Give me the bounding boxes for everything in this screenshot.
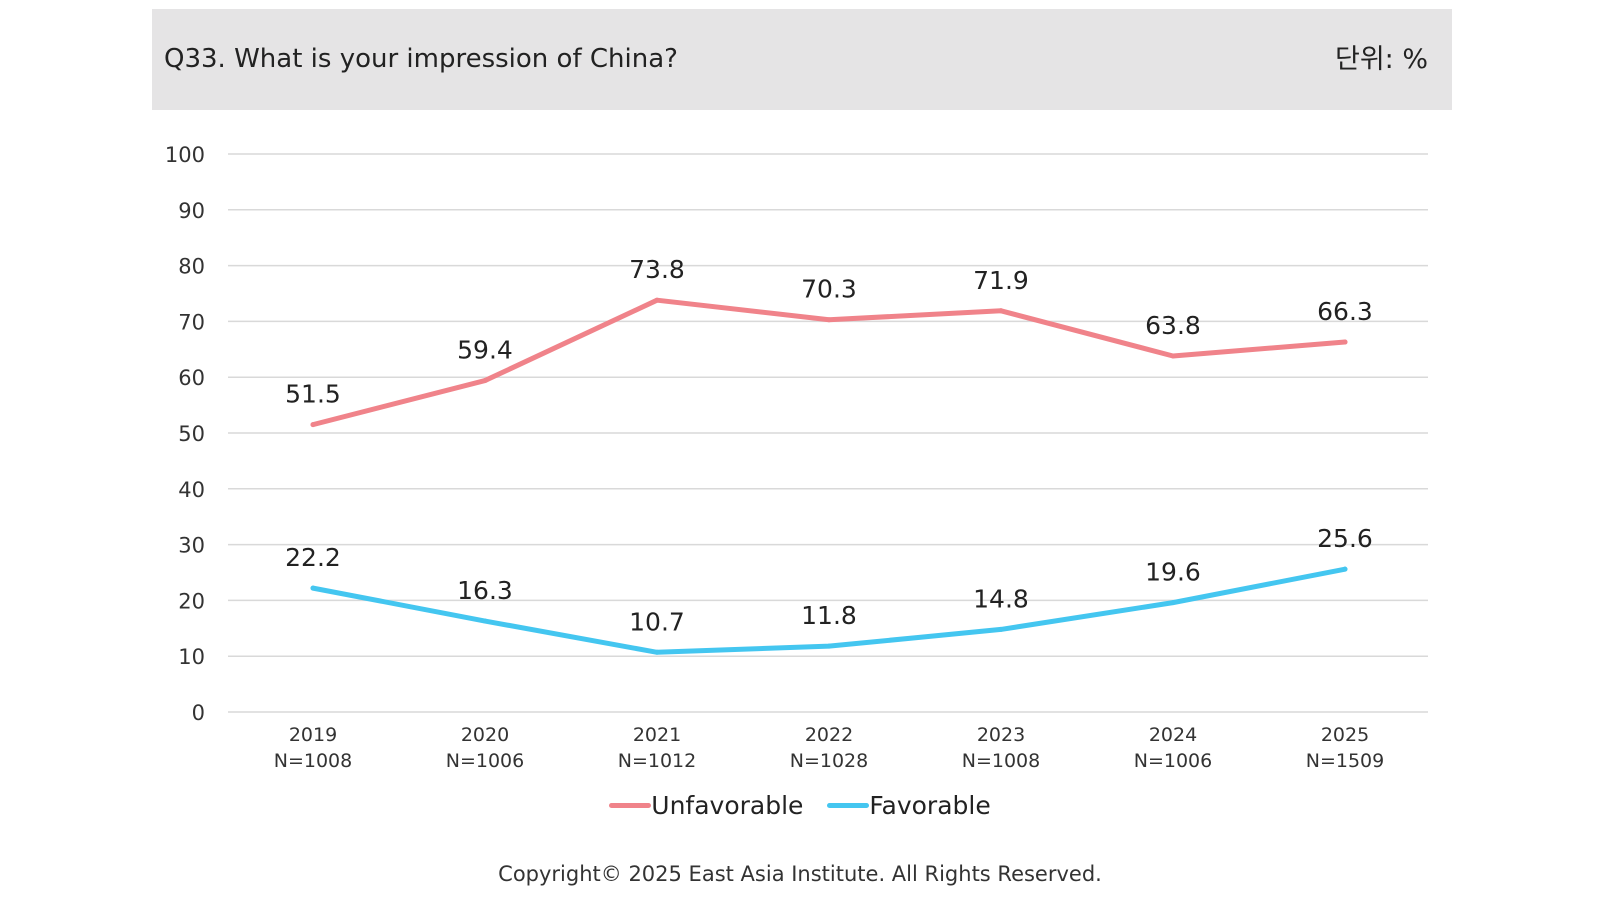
- data-label-favorable: 22.2: [285, 543, 341, 572]
- y-tick-label: 100: [165, 143, 205, 167]
- y-tick-label: 60: [178, 366, 205, 390]
- legend-label-unfavorable: Unfavorable: [651, 790, 804, 820]
- data-label-favorable: 10.7: [629, 607, 685, 636]
- x-tick-label: 2022: [805, 724, 853, 746]
- data-label-unfavorable: 51.5: [285, 380, 341, 409]
- x-tick-sample-size: N=1006: [1134, 750, 1213, 772]
- x-tick-label: 2024: [1149, 724, 1197, 746]
- legend-swatch-favorable: [827, 802, 870, 808]
- data-point-unfavorable: [826, 317, 832, 323]
- y-tick-label: 50: [178, 422, 205, 446]
- data-point-unfavorable: [310, 422, 316, 428]
- x-tick-sample-size: N=1012: [618, 750, 697, 772]
- data-label-unfavorable: 71.9: [973, 266, 1029, 295]
- legend-label-favorable: Favorable: [869, 790, 991, 820]
- x-tick-label: 2020: [461, 724, 509, 746]
- data-point-unfavorable: [654, 297, 660, 303]
- data-point-favorable: [1342, 566, 1348, 572]
- data-label-favorable: 11.8: [801, 601, 857, 630]
- data-label-unfavorable: 70.3: [801, 275, 857, 304]
- data-point-favorable: [998, 626, 1004, 632]
- x-tick-label: 2021: [633, 724, 681, 746]
- x-tick-label: 2019: [289, 724, 337, 746]
- x-tick-sample-size: N=1509: [1306, 750, 1385, 772]
- data-point-favorable: [826, 643, 832, 649]
- line-chart: 0 10 20 30 40 50 60 70 80 90 100 2019 N=1008 2020 N=10…: [165, 143, 1428, 772]
- y-tick-label: 10: [178, 645, 205, 669]
- x-tick-label: 2025: [1321, 724, 1369, 746]
- data-label-favorable: 16.3: [457, 576, 513, 605]
- chart-title: Q33. What is your impression of China?: [164, 44, 678, 74]
- data-point-unfavorable: [482, 378, 488, 384]
- data-label-unfavorable: 66.3: [1317, 297, 1373, 326]
- data-point-unfavorable: [998, 308, 1004, 314]
- y-tick-label: 30: [178, 534, 205, 558]
- y-tick-label: 40: [178, 478, 205, 502]
- y-tick-label: 70: [178, 310, 205, 334]
- y-tick-label: 80: [178, 255, 205, 279]
- data-point-unfavorable: [1170, 353, 1176, 359]
- legend-swatch-unfavorable: [609, 802, 652, 808]
- data-point-unfavorable: [1342, 339, 1348, 345]
- data-label-unfavorable: 73.8: [629, 255, 685, 284]
- y-tick-label: 20: [178, 589, 205, 613]
- y-tick-label: 0: [192, 701, 205, 725]
- data-label-favorable: 19.6: [1145, 558, 1201, 587]
- data-label-unfavorable: 59.4: [457, 336, 513, 365]
- x-tick-label: 2023: [977, 724, 1025, 746]
- copyright-footer: Copyright© 2025 East Asia Institute. All…: [498, 862, 1102, 886]
- data-point-favorable: [482, 618, 488, 624]
- data-point-favorable: [1170, 600, 1176, 606]
- y-tick-label: 90: [178, 199, 205, 223]
- chart-header: Q33. What is your impression of China? 단…: [152, 9, 1452, 110]
- data-label-unfavorable: 63.8: [1145, 311, 1201, 340]
- unit-label: 단위: %: [1334, 44, 1428, 75]
- legend-item-favorable: Favorable: [827, 790, 991, 820]
- chart-legend: Unfavorable Favorable: [0, 785, 1600, 825]
- data-label-favorable: 14.8: [973, 584, 1029, 613]
- data-point-favorable: [654, 649, 660, 655]
- x-tick-sample-size: N=1006: [446, 750, 525, 772]
- x-tick-sample-size: N=1008: [962, 750, 1041, 772]
- data-point-favorable: [310, 585, 316, 591]
- legend-item-unfavorable: Unfavorable: [609, 791, 803, 820]
- x-tick-sample-size: N=1028: [790, 750, 869, 772]
- data-label-favorable: 25.6: [1317, 524, 1373, 553]
- x-tick-sample-size: N=1008: [274, 750, 353, 772]
